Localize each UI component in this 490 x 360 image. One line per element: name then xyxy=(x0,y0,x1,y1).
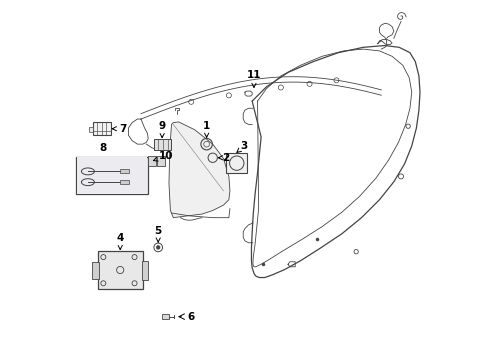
FancyBboxPatch shape xyxy=(148,156,156,166)
Text: 3: 3 xyxy=(237,141,248,152)
Text: 7: 7 xyxy=(112,124,126,134)
Text: 11: 11 xyxy=(247,70,261,87)
Polygon shape xyxy=(169,122,230,218)
Text: 4: 4 xyxy=(117,233,124,249)
Bar xyxy=(226,153,247,173)
Text: 5: 5 xyxy=(154,226,162,242)
FancyBboxPatch shape xyxy=(93,122,111,135)
Bar xyxy=(162,314,169,319)
Text: 2: 2 xyxy=(219,153,230,163)
Bar xyxy=(120,169,129,173)
Bar xyxy=(120,180,129,184)
Text: 1: 1 xyxy=(203,121,210,137)
Text: 10: 10 xyxy=(153,150,174,161)
Bar xyxy=(77,157,147,194)
Text: 8: 8 xyxy=(100,143,107,153)
Text: 6: 6 xyxy=(188,312,195,322)
Text: 9: 9 xyxy=(159,121,166,138)
Bar xyxy=(89,127,93,132)
FancyBboxPatch shape xyxy=(157,156,165,166)
Circle shape xyxy=(156,246,160,249)
Bar xyxy=(92,262,98,279)
FancyBboxPatch shape xyxy=(153,139,171,149)
Bar xyxy=(98,251,143,289)
Bar xyxy=(142,261,148,280)
Bar xyxy=(76,157,148,194)
